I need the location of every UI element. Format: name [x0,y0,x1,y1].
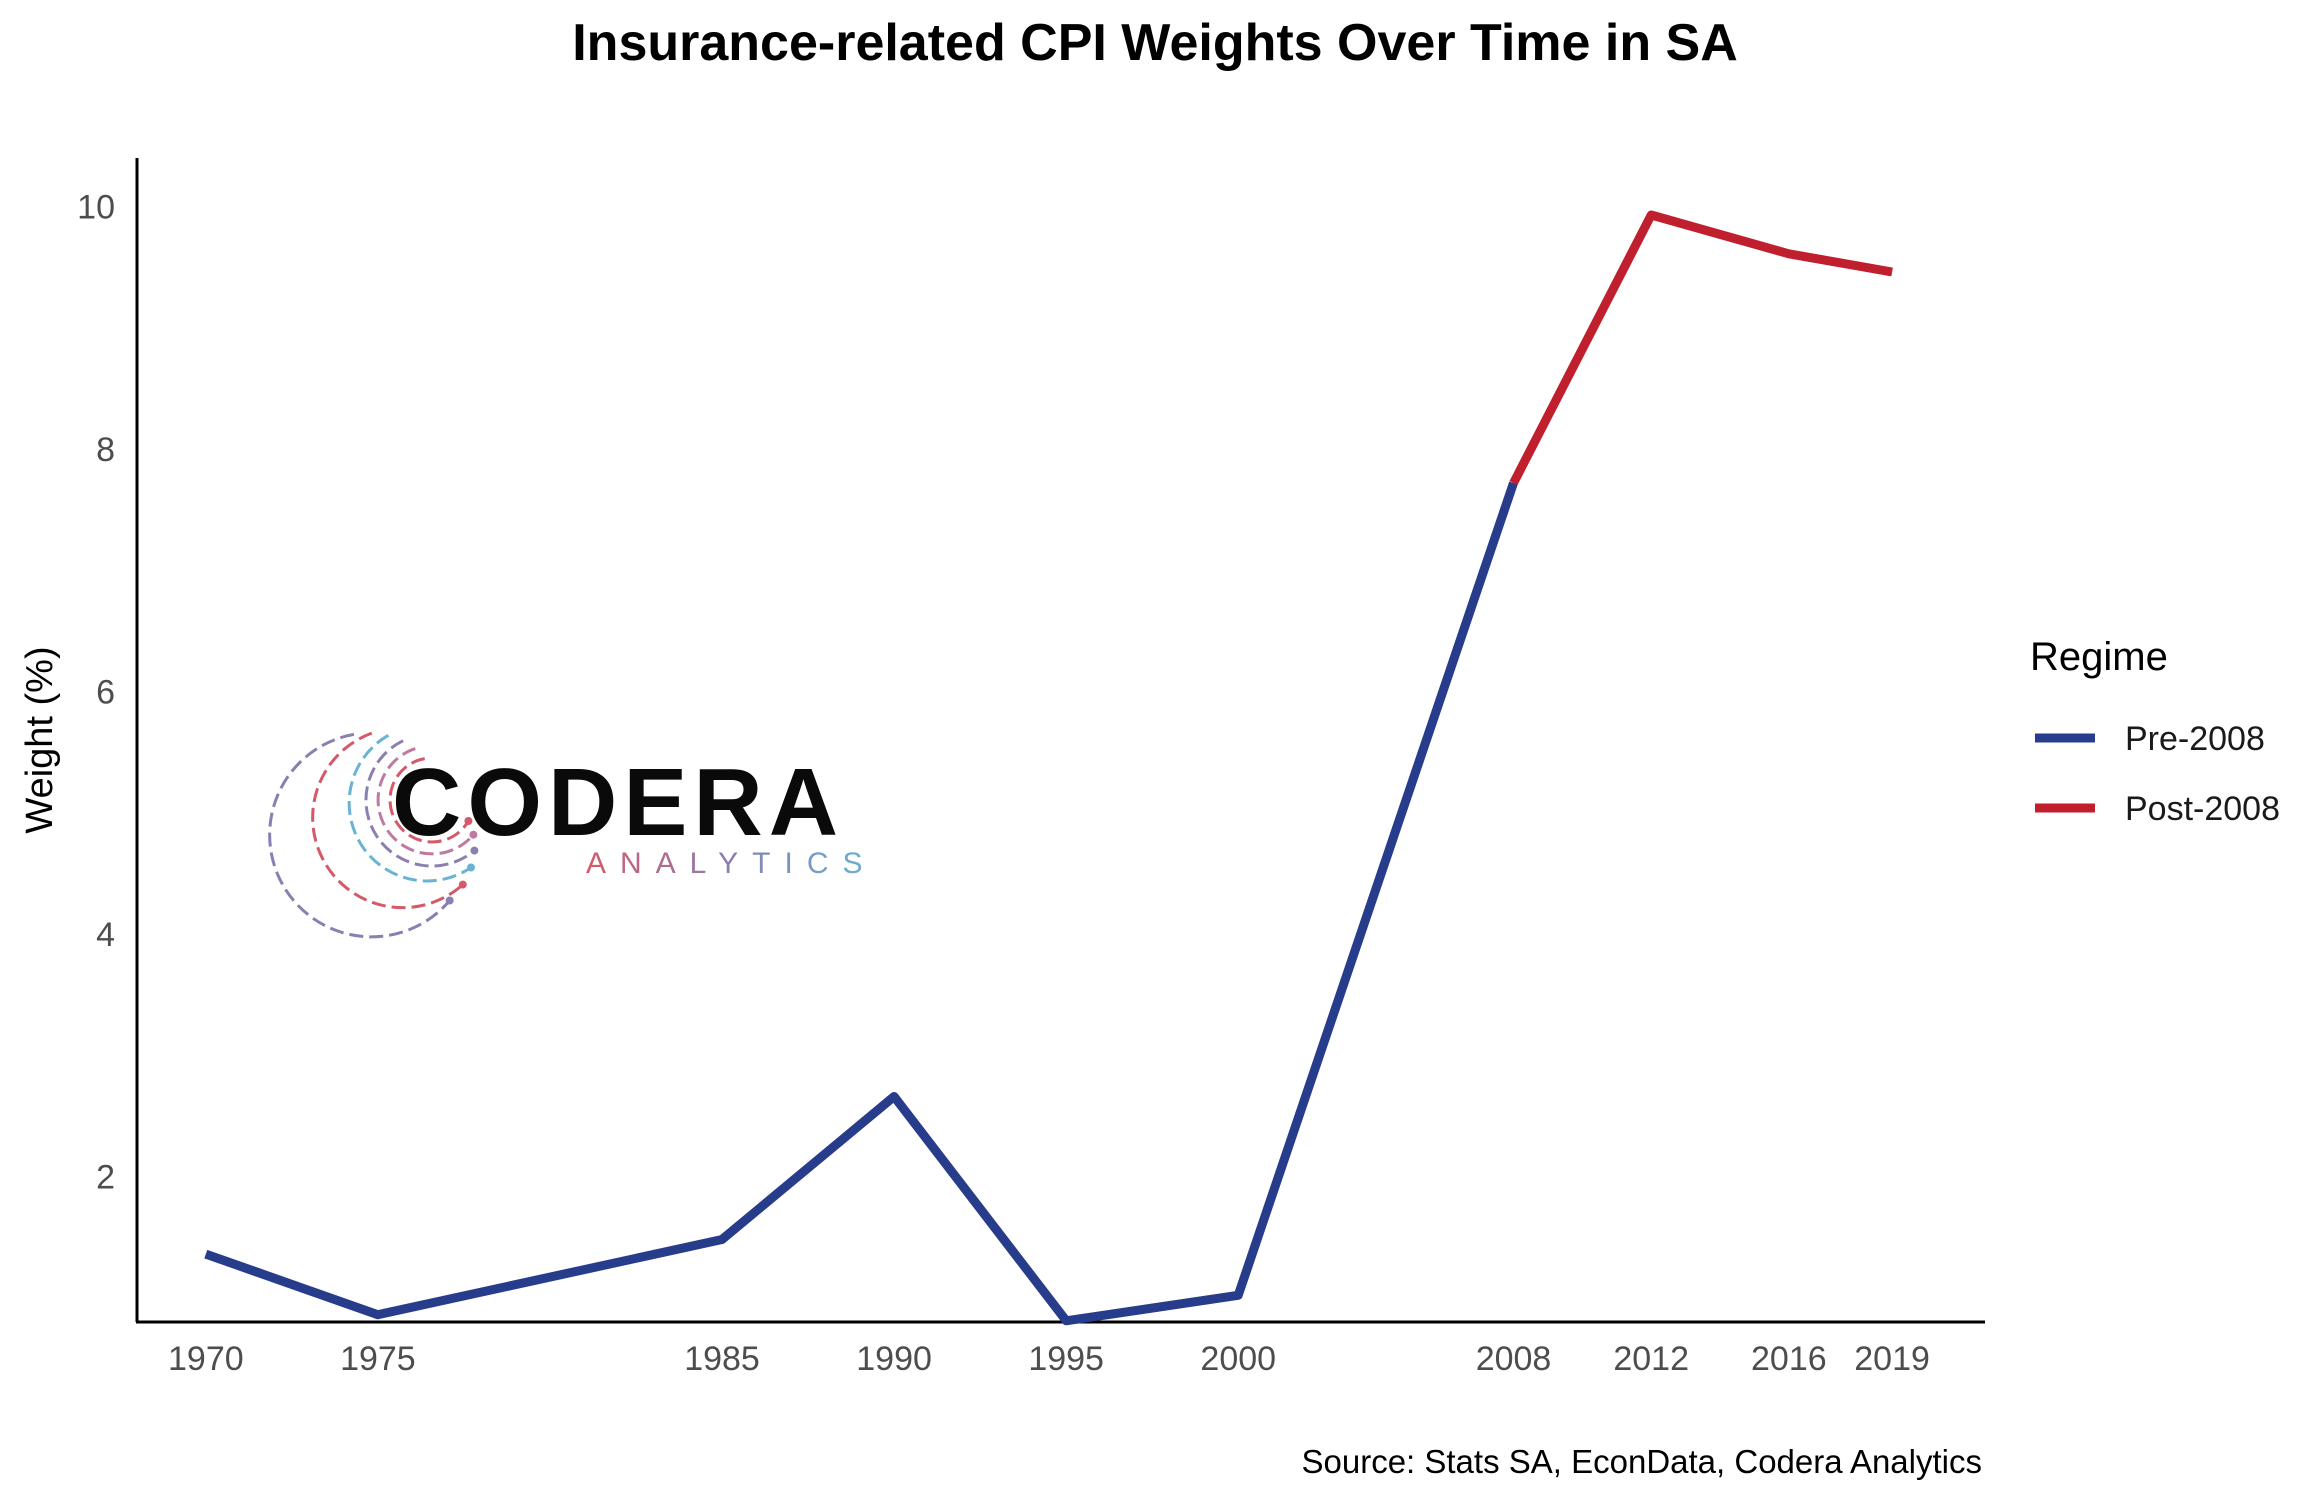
y-axis-ticks: 2 4 6 8 10 [77,189,115,1197]
y-tick-label: 6 [96,674,115,712]
logo-node [464,817,473,825]
source-caption: Source: Stats SA, EconData, Codera Analy… [1301,1443,1982,1480]
legend-label: Post-2008 [2125,790,2280,828]
logo-node [469,830,478,839]
x-tick-label: 1970 [168,1340,244,1378]
y-tick-label: 2 [96,1159,115,1197]
x-tick-label: 1985 [684,1340,760,1378]
y-tick-label: 8 [96,431,115,469]
y-tick-label: 4 [96,916,115,954]
logo-ring [311,731,464,910]
logo-node [467,863,475,872]
logo-node [445,896,454,905]
x-tick-label: 2012 [1613,1340,1689,1378]
legend-title: Regime [2030,635,2168,679]
logo-node [470,846,479,855]
series-line-pre-2008 [204,481,1518,1326]
logo-ring [376,747,475,856]
legend-item: Pre-2008 [2035,720,2265,758]
logo-wordmark: CODERA [392,749,844,856]
logo-ring [347,733,472,883]
logo-ring [268,732,451,939]
logo-node [458,880,467,889]
y-tick-label: 10 [77,189,115,227]
legend-items: Pre-2008 Post-2008 [2035,720,2280,828]
y-axis-label: Weight (%) [19,646,61,833]
series-lines [204,210,1893,1326]
chart-title: Insurance-related CPI Weights Over Time … [572,14,1738,72]
x-tick-label: 2016 [1751,1340,1827,1378]
legend-label: Pre-2008 [2125,720,2265,758]
logo-tagline: ANALYTICS [586,847,877,880]
x-tick-label: 2000 [1200,1340,1276,1378]
series-line-post-2008 [1509,210,1893,486]
logo-ring [388,757,470,844]
x-tick-label: 1990 [856,1340,932,1378]
codera-logo: CODERA ANALYTICS [268,731,877,939]
x-tick-label: 2008 [1476,1340,1552,1378]
legend: Regime Pre-2008 Post-2008 [2030,635,2280,828]
logo-circuit-icon [268,731,479,939]
x-tick-label: 1995 [1028,1340,1104,1378]
logo-ring [364,739,476,868]
x-axis-ticks: 1970 1975 1985 1990 1995 2000 2008 2012 2016 2019 [168,1340,1930,1378]
x-tick-label: 1975 [340,1340,416,1378]
legend-item: Post-2008 [2035,790,2280,828]
x-tick-label: 2019 [1854,1340,1930,1378]
